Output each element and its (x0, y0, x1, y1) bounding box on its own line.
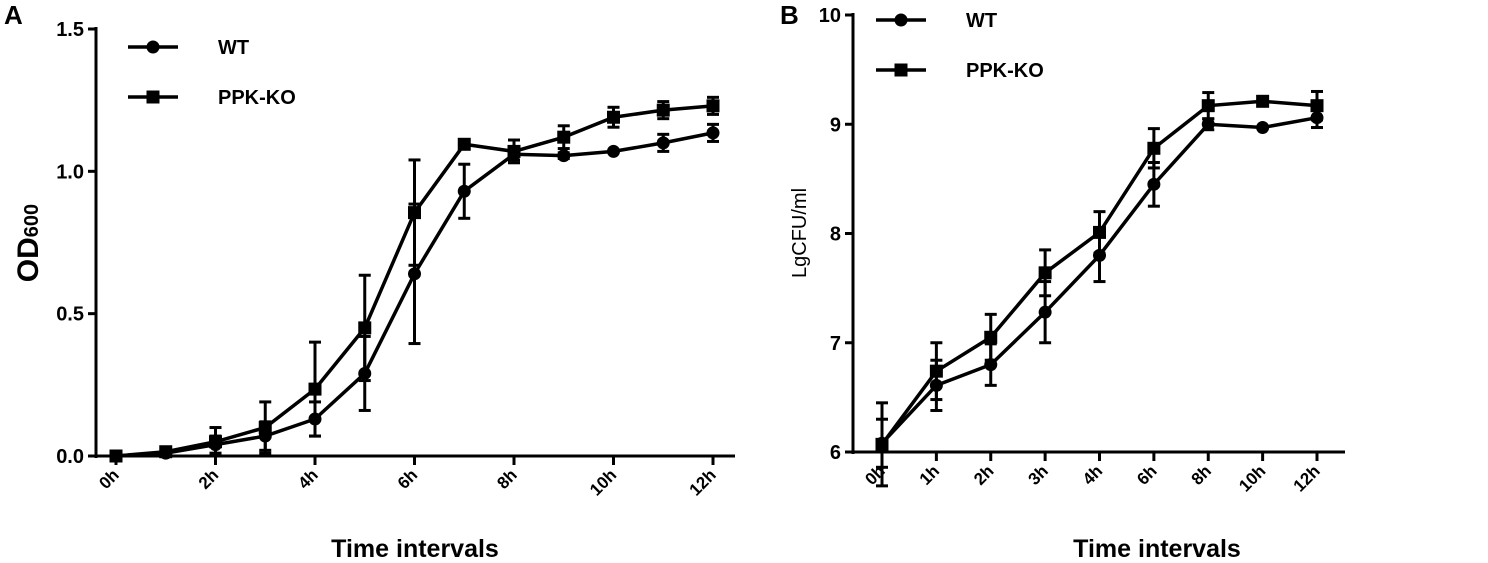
data-point (984, 330, 998, 344)
data-point (1201, 117, 1215, 131)
data-point (209, 435, 222, 449)
y-tick-label: 6 (830, 442, 841, 464)
y-tick-label: 0.0 (56, 446, 84, 468)
data-point (929, 364, 943, 378)
data-point (159, 445, 173, 459)
data-point (258, 421, 272, 435)
x-tick-label: 12h (686, 465, 720, 499)
data-point (109, 449, 123, 463)
data-point (1147, 177, 1161, 191)
data-point (1256, 121, 1270, 135)
data-point (308, 382, 322, 396)
data-point (875, 437, 889, 451)
series-ppk-ko (875, 89, 1324, 488)
panel-label: A (4, 0, 23, 30)
panel-a: 0.0 0.5 1.0 1.5 0h 2h 4h 6h 8h 10h 12h Time interva… (4, 0, 735, 563)
data-point (1147, 141, 1161, 155)
y-axis-label-main: OD (12, 237, 45, 282)
x-tick-label: 6h (1133, 461, 1160, 488)
y-tick-label: 1.5 (56, 19, 84, 41)
data-point (1310, 99, 1324, 113)
data-point (1038, 305, 1052, 319)
data-point (656, 103, 670, 117)
legend-marker (146, 90, 160, 104)
x-tick-label: 1h (916, 461, 943, 488)
legend-item: PPK-KO (128, 87, 296, 109)
y-tick-label: 9 (830, 114, 841, 136)
y-axis-label: LgCFU/ml (789, 188, 811, 278)
x-tick-label: 4h (294, 465, 321, 492)
x-tick-label: 8h (1188, 461, 1215, 488)
x-axis-label: Time intervals (1073, 535, 1241, 563)
data-point (1093, 225, 1106, 239)
legend-label: PPK-KO (966, 60, 1044, 82)
data-point (457, 137, 471, 151)
data-point (607, 144, 620, 158)
legend-marker (894, 63, 908, 77)
legend-label: WT (966, 10, 997, 32)
x-tick-label: 2h (970, 461, 997, 488)
x-tick-label: 2h (195, 465, 222, 492)
legend-item: WT (876, 10, 997, 32)
legend-label: PPK-KO (218, 87, 296, 109)
series-ppk-ko (109, 95, 720, 463)
data-point (1256, 94, 1270, 108)
data-point (1038, 266, 1052, 280)
y-axis-label-subscript: 600 (21, 204, 43, 237)
x-tick-label: 12h (1290, 461, 1324, 495)
y-tick-label: 1.0 (56, 161, 84, 183)
y-tick-label: 10 (819, 5, 841, 27)
x-tick-label: 8h (493, 465, 520, 492)
series-wt (875, 106, 1324, 469)
x-tick-label: 4h (1079, 461, 1106, 488)
legend-item: PPK-KO (876, 60, 1044, 82)
data-point (706, 99, 720, 113)
legend-marker (146, 40, 160, 54)
data-point (706, 126, 720, 140)
data-point (507, 144, 521, 158)
y-tick-label: 7 (830, 333, 841, 355)
y-tick-label: 0.5 (56, 304, 84, 326)
x-tick-label: 10h (586, 465, 620, 499)
legend-item: WT (128, 37, 249, 59)
x-tick-label: 3h (1024, 461, 1051, 488)
legend-marker (894, 13, 908, 27)
x-tick-label: 6h (394, 465, 421, 492)
data-point (358, 321, 372, 335)
data-point (457, 184, 471, 198)
data-point (408, 267, 421, 281)
data-point (656, 136, 670, 150)
data-point (408, 206, 421, 220)
panel-label: B (780, 0, 799, 30)
data-point (1201, 99, 1215, 113)
y-tick-label: 8 (830, 224, 841, 246)
legend-label: WT (218, 37, 249, 59)
data-point (607, 110, 620, 124)
data-point (557, 149, 571, 163)
y-axis-label: OD600 (12, 204, 45, 282)
data-point (557, 130, 571, 144)
x-axis-label: Time intervals (331, 535, 499, 563)
x-tick-label: 0h (95, 465, 122, 492)
x-tick-label: 10h (1235, 461, 1269, 495)
